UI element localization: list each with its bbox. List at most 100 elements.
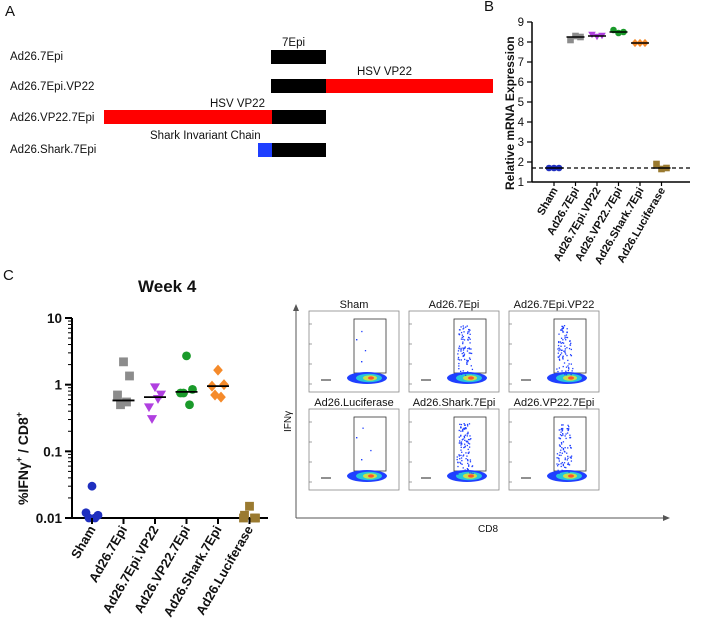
b-y-tick-label: 2 <box>518 157 524 169</box>
flow-event <box>457 473 459 475</box>
b-y-tick-label: 3 <box>518 137 524 149</box>
flow-event <box>561 370 563 372</box>
flow-event <box>467 331 469 333</box>
flow-event <box>460 441 463 443</box>
flow-event <box>560 428 562 431</box>
flow-event <box>566 354 568 357</box>
flow-event <box>563 325 566 327</box>
flow-cluster-center <box>368 474 374 478</box>
flow-event <box>466 425 469 427</box>
flow-event <box>562 441 565 443</box>
flow-event <box>570 447 572 449</box>
flow-event <box>463 358 466 361</box>
flow-event <box>566 328 568 330</box>
construct-epi-label: 7Epi <box>282 37 305 49</box>
flow-event <box>556 457 558 459</box>
flow-event <box>467 431 469 433</box>
flow-event <box>570 457 572 459</box>
flow-event <box>468 465 470 467</box>
flow-event <box>459 442 461 444</box>
flow-event <box>469 348 471 350</box>
panel-a-constructs: Ad26.7Epi 7Epi Ad26.7Epi.VP22 HSV VP22 A… <box>10 37 493 157</box>
flow-event <box>461 463 463 465</box>
flow-event <box>462 429 464 431</box>
flow-event <box>562 365 564 368</box>
flow-plot-title: Sham <box>340 299 369 311</box>
flow-event <box>467 336 470 339</box>
flow-event <box>462 341 464 343</box>
flow-event <box>460 457 463 459</box>
flow-event <box>570 363 572 365</box>
construct-2-vp22-label: HSV VP22 <box>357 66 412 78</box>
flow-event <box>569 444 571 447</box>
flow-event <box>462 349 465 351</box>
flow-event <box>557 348 559 350</box>
flow-event <box>458 359 461 361</box>
flow-event <box>463 353 466 355</box>
flow-event <box>468 331 470 333</box>
construct-name-4: Ad26.Shark.7Epi <box>10 144 96 156</box>
flow-event <box>569 354 572 356</box>
flow-event <box>567 370 570 372</box>
flow-plot-title: Ad26.Shark.7Epi <box>413 397 496 409</box>
flow-event <box>560 329 562 331</box>
b-point <box>567 36 574 44</box>
flow-event <box>469 358 471 360</box>
flow-event <box>364 350 367 352</box>
flow-event <box>462 338 464 340</box>
flow-event <box>467 469 470 471</box>
flow-event <box>466 459 469 461</box>
flow-y-arrowhead <box>293 304 299 311</box>
flow-event <box>561 446 563 449</box>
flow-event <box>470 348 472 350</box>
flow-event <box>562 358 564 360</box>
flow-event <box>460 338 463 340</box>
flow-event <box>462 370 464 372</box>
c-title: Week 4 <box>138 277 197 296</box>
flow-event <box>463 347 466 349</box>
flow-event <box>463 347 465 350</box>
flow-event <box>561 452 563 454</box>
flow-event <box>462 325 464 327</box>
c-point <box>87 481 97 491</box>
c-y-tick-label: 10 <box>47 311 62 326</box>
flow-event <box>565 336 567 339</box>
flow-event <box>467 448 469 451</box>
b-y-tick-label: 9 <box>518 17 524 29</box>
flow-event <box>567 462 570 464</box>
flow-event <box>570 460 573 462</box>
flow-event <box>463 427 466 430</box>
flow-event <box>464 445 466 447</box>
flow-event <box>458 347 460 349</box>
flow-event <box>570 355 573 357</box>
flow-event <box>467 432 469 435</box>
flow-event <box>558 358 561 360</box>
b-point <box>658 165 665 173</box>
flow-event <box>459 461 461 464</box>
flow-event <box>558 429 560 431</box>
flow-event <box>567 463 569 465</box>
flow-event <box>462 438 464 440</box>
flow-event <box>460 331 463 334</box>
flow-event <box>566 452 568 454</box>
construct-4-shark-label: Shark Invariant Chain <box>150 130 261 142</box>
flow-event <box>565 374 568 376</box>
flow-event <box>560 449 562 451</box>
flow-event <box>565 370 567 372</box>
flow-event <box>458 333 460 335</box>
flow-event <box>558 333 560 335</box>
b-y-tick-label: 5 <box>518 97 524 109</box>
c-point <box>251 513 260 523</box>
flow-event <box>467 459 469 462</box>
flow-event <box>563 450 566 453</box>
flow-event <box>557 352 559 354</box>
flow-event <box>559 451 561 454</box>
flow-event <box>459 423 461 426</box>
flow-event <box>567 429 569 432</box>
flow-event <box>564 348 567 350</box>
flow-event <box>567 367 570 369</box>
flow-event <box>568 426 570 428</box>
flow-event <box>556 453 559 455</box>
c-point <box>182 351 191 361</box>
